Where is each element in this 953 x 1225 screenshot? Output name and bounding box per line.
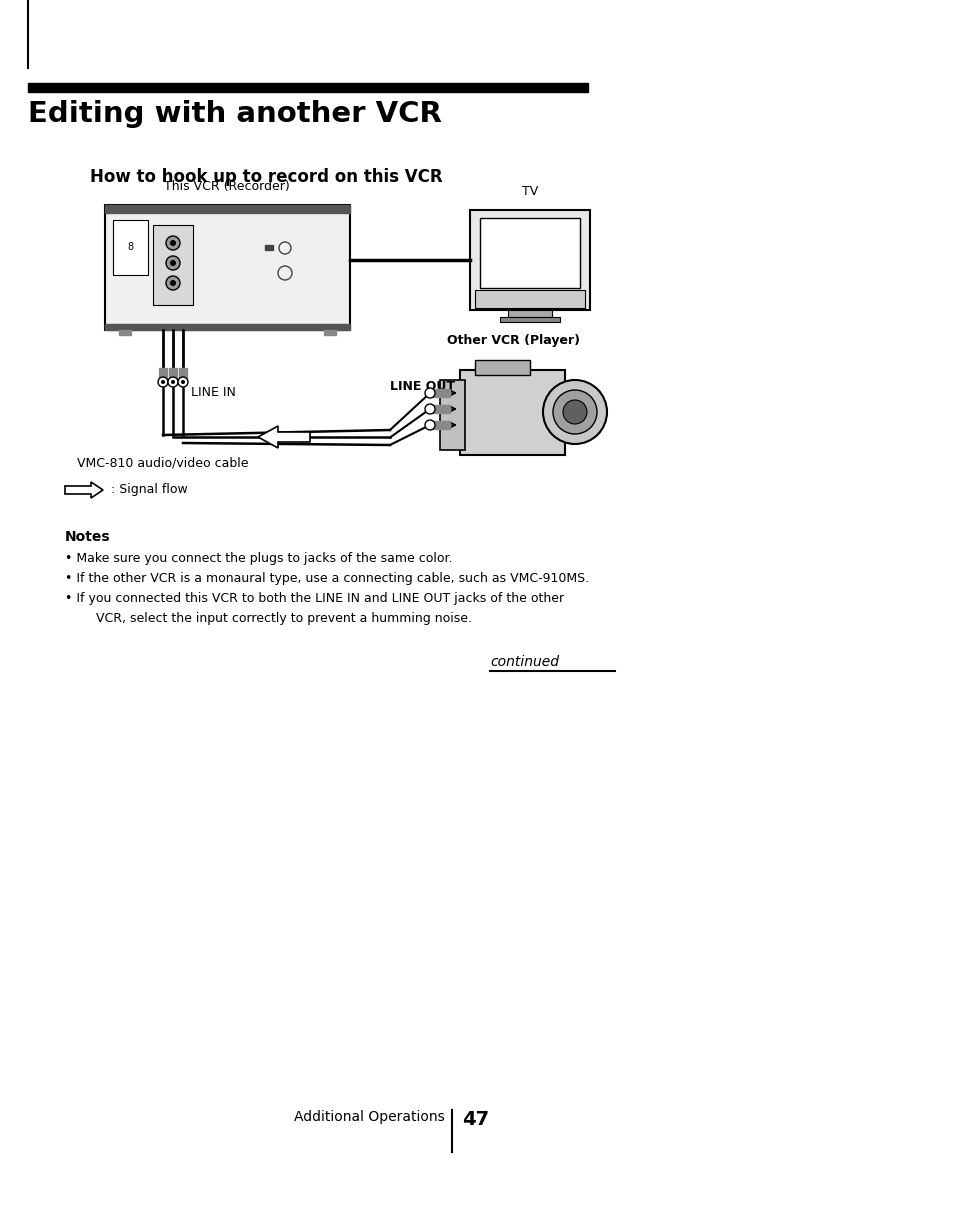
Circle shape (553, 390, 597, 434)
Text: Editing with another VCR: Editing with another VCR (28, 100, 441, 127)
Text: : Signal flow: : Signal flow (111, 484, 188, 496)
Circle shape (158, 377, 168, 387)
Text: 8: 8 (127, 243, 132, 252)
Circle shape (166, 256, 180, 270)
Text: continued: continued (490, 655, 558, 669)
Bar (152, 225, 193, 305)
Text: TV: TV (521, 185, 537, 198)
Text: LINE OUT: LINE OUT (390, 380, 455, 393)
Text: VCR, select the input correctly to prevent a humming noise.: VCR, select the input correctly to preve… (80, 612, 472, 625)
Text: How to hook up to record on this VCR: How to hook up to record on this VCR (90, 168, 442, 186)
Polygon shape (257, 426, 310, 448)
Circle shape (166, 276, 180, 290)
Circle shape (171, 380, 174, 383)
Bar (324, 330, 335, 334)
Polygon shape (65, 481, 103, 499)
Circle shape (168, 377, 178, 387)
Circle shape (562, 401, 586, 424)
Bar (475, 360, 530, 375)
Text: VMC-810 audio/video cable: VMC-810 audio/video cable (77, 457, 249, 470)
Bar (432, 421, 450, 429)
Text: • Make sure you connect the plugs to jacks of the same color.: • Make sure you connect the plugs to jac… (65, 552, 452, 565)
Bar (179, 368, 187, 380)
Bar (105, 205, 350, 330)
Text: 47: 47 (461, 1110, 489, 1129)
Bar (105, 205, 350, 213)
Bar (470, 209, 589, 310)
Text: LINE IN: LINE IN (191, 386, 235, 399)
Text: Additional Operations: Additional Operations (294, 1110, 444, 1125)
Circle shape (166, 236, 180, 250)
Circle shape (181, 380, 185, 383)
Bar (459, 370, 564, 454)
Circle shape (170, 260, 175, 266)
Circle shape (424, 404, 435, 414)
Bar (159, 368, 167, 380)
Text: • If the other VCR is a monaural type, use a connecting cable, such as VMC-910MS: • If the other VCR is a monaural type, u… (65, 572, 589, 586)
Text: This VCR (Recorder): This VCR (Recorder) (164, 180, 290, 194)
Bar (507, 310, 552, 317)
Circle shape (424, 420, 435, 430)
Bar (439, 380, 464, 450)
Bar (28, 83, 587, 92)
Bar (119, 330, 131, 334)
Text: Notes: Notes (65, 530, 111, 544)
Bar (169, 368, 177, 380)
Bar (499, 317, 559, 322)
Circle shape (178, 377, 188, 387)
Circle shape (170, 281, 175, 285)
Bar (475, 290, 584, 307)
Circle shape (542, 380, 606, 443)
Circle shape (424, 388, 435, 398)
Bar (265, 245, 273, 250)
Circle shape (161, 380, 165, 383)
Bar (432, 405, 450, 413)
Bar (432, 390, 450, 397)
Text: Other VCR (Player): Other VCR (Player) (447, 334, 579, 347)
Circle shape (170, 240, 175, 246)
Bar (112, 220, 148, 274)
Bar (105, 323, 350, 330)
Text: • If you connected this VCR to both the LINE IN and LINE OUT jacks of the other: • If you connected this VCR to both the … (65, 592, 563, 605)
Bar (479, 218, 579, 288)
